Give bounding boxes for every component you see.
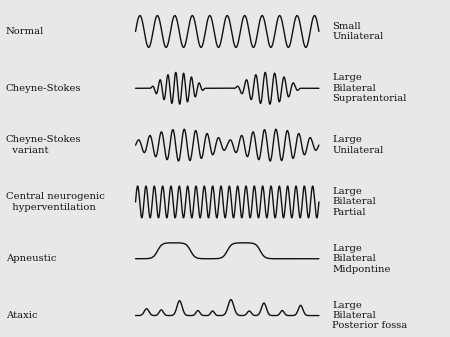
Text: Large
Bilateral
Supratentorial: Large Bilateral Supratentorial (333, 73, 407, 103)
Text: Ataxic: Ataxic (6, 311, 37, 320)
Text: Large
Bilateral
Midpontine: Large Bilateral Midpontine (333, 244, 391, 274)
Text: Large
Unilateral: Large Unilateral (333, 135, 383, 155)
Text: Cheyne-Stokes
  variant: Cheyne-Stokes variant (6, 135, 81, 155)
Text: Small
Unilateral: Small Unilateral (333, 22, 383, 41)
Text: Central neurogenic
  hyperventilation: Central neurogenic hyperventilation (6, 192, 105, 212)
Text: Cheyne-Stokes: Cheyne-Stokes (6, 84, 81, 93)
Text: Apneustic: Apneustic (6, 254, 56, 263)
Text: Normal: Normal (6, 27, 44, 36)
Text: Large
Bilateral
Partial: Large Bilateral Partial (333, 187, 376, 217)
Text: Large
Bilateral
Posterior fossa: Large Bilateral Posterior fossa (333, 301, 408, 331)
